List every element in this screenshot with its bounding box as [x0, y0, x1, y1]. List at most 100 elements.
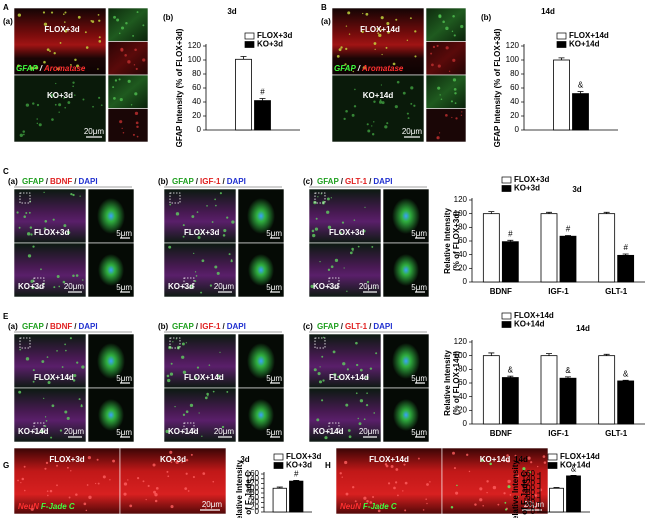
cell-dot — [185, 472, 188, 475]
cell-dot — [229, 432, 232, 434]
cell-dot — [453, 87, 457, 91]
cell-dot — [355, 341, 358, 345]
cell-dot — [76, 361, 79, 364]
cell-dot — [479, 487, 483, 491]
y-tick-label: 0 — [197, 125, 202, 134]
cell-zoom — [97, 198, 125, 234]
cell-dot — [56, 350, 58, 352]
scale-label: 20μm — [64, 427, 85, 436]
cell-dot — [351, 247, 354, 251]
roi-box — [33, 422, 45, 434]
cell-dot — [214, 265, 218, 269]
y-tick-label: 80 — [250, 488, 259, 497]
cell-dot — [455, 491, 459, 495]
image-label: FLOX+14d — [369, 455, 409, 464]
y-tick-label: 100 — [188, 55, 202, 64]
bar — [254, 100, 271, 131]
cell-dot — [430, 52, 433, 55]
cell-dot — [438, 132, 441, 134]
cell-dot — [57, 67, 60, 71]
cell-dot — [47, 381, 51, 385]
cell-dot — [534, 506, 537, 509]
cell-dot — [202, 472, 206, 475]
cell-dot — [82, 98, 85, 101]
image-label: KO+3d — [168, 282, 194, 291]
cell-dot — [342, 362, 346, 366]
cell-dot — [327, 225, 332, 230]
cell-dot — [95, 482, 97, 485]
scale-label: 5μm — [116, 229, 132, 238]
cell-dot — [374, 48, 376, 50]
cell-dot — [371, 133, 375, 136]
cell-dot — [432, 45, 436, 49]
bar — [289, 480, 304, 513]
cell-dot — [409, 17, 412, 20]
cell-dot — [343, 267, 345, 269]
cell-dot — [25, 357, 30, 361]
cell-dot — [317, 196, 319, 198]
cell-dot — [366, 392, 368, 394]
cell-dot — [123, 492, 127, 496]
text-part: / — [369, 177, 372, 186]
cell-zoom — [392, 343, 420, 379]
cell-dot — [16, 211, 19, 214]
significance-mark: # — [294, 470, 299, 479]
cell-dot — [49, 378, 51, 380]
y-tick-label: 20 — [250, 502, 259, 511]
cell-dot — [66, 231, 71, 235]
cell-dot — [18, 390, 22, 394]
cell-dot — [310, 284, 314, 289]
cell-dot — [136, 11, 139, 14]
cell-dot — [147, 484, 150, 488]
micrograph — [13, 188, 87, 244]
cell-dot — [406, 39, 409, 41]
cell-dot — [59, 429, 63, 432]
y-axis-label: Relative Intensity — [443, 208, 452, 274]
micrograph — [163, 333, 237, 389]
scale-label: 20μm — [214, 282, 235, 291]
cell-dot — [410, 102, 413, 105]
cell-dot — [43, 227, 47, 230]
cell-dot — [50, 93, 54, 97]
legend-label: FLOX+14d — [569, 31, 609, 40]
error-bar — [546, 353, 552, 356]
image-label: KO+3d — [18, 282, 44, 291]
legend-label: FLOX+14d — [514, 311, 554, 320]
cell-dot — [445, 26, 449, 31]
image-label: FLOX+14d — [34, 373, 74, 382]
cell-dot — [17, 64, 20, 68]
text-part: / — [222, 177, 225, 186]
cell-dot — [366, 280, 370, 284]
stain-label: GFAP / Aromatase — [334, 64, 404, 73]
roi-box — [328, 422, 340, 434]
cell-dot — [379, 503, 382, 505]
cell-dot — [374, 287, 377, 289]
cell-dot — [397, 494, 399, 497]
y-tick-label: 40 — [510, 97, 519, 106]
cell-dot — [387, 482, 391, 485]
cell-dot — [194, 376, 197, 380]
y-tick-label: 120 — [454, 337, 468, 346]
error-bar — [565, 376, 571, 379]
cell-dot — [155, 486, 159, 490]
y-tick-label: 80 — [526, 488, 535, 497]
cell-dot — [365, 376, 369, 379]
y-axis-label: (% of FLOX+14d) — [452, 351, 461, 416]
cell-dot — [437, 64, 441, 68]
cell-dot — [507, 485, 511, 489]
bar — [617, 254, 635, 283]
cell-dot — [190, 284, 194, 288]
cell-dot — [536, 465, 539, 468]
cell-dot — [479, 498, 483, 502]
cell-dot — [436, 137, 439, 139]
cell-dot — [72, 507, 74, 509]
y-tick-label: 100 — [454, 209, 468, 218]
cell-dot — [543, 461, 547, 464]
cell-dot — [65, 349, 67, 352]
cell-dot — [19, 133, 23, 137]
cell-dot — [42, 11, 46, 14]
cell-dot — [377, 32, 380, 35]
cell-dot — [358, 422, 362, 426]
y-tick-label: 0 — [531, 507, 536, 516]
cell-dot — [395, 468, 399, 471]
